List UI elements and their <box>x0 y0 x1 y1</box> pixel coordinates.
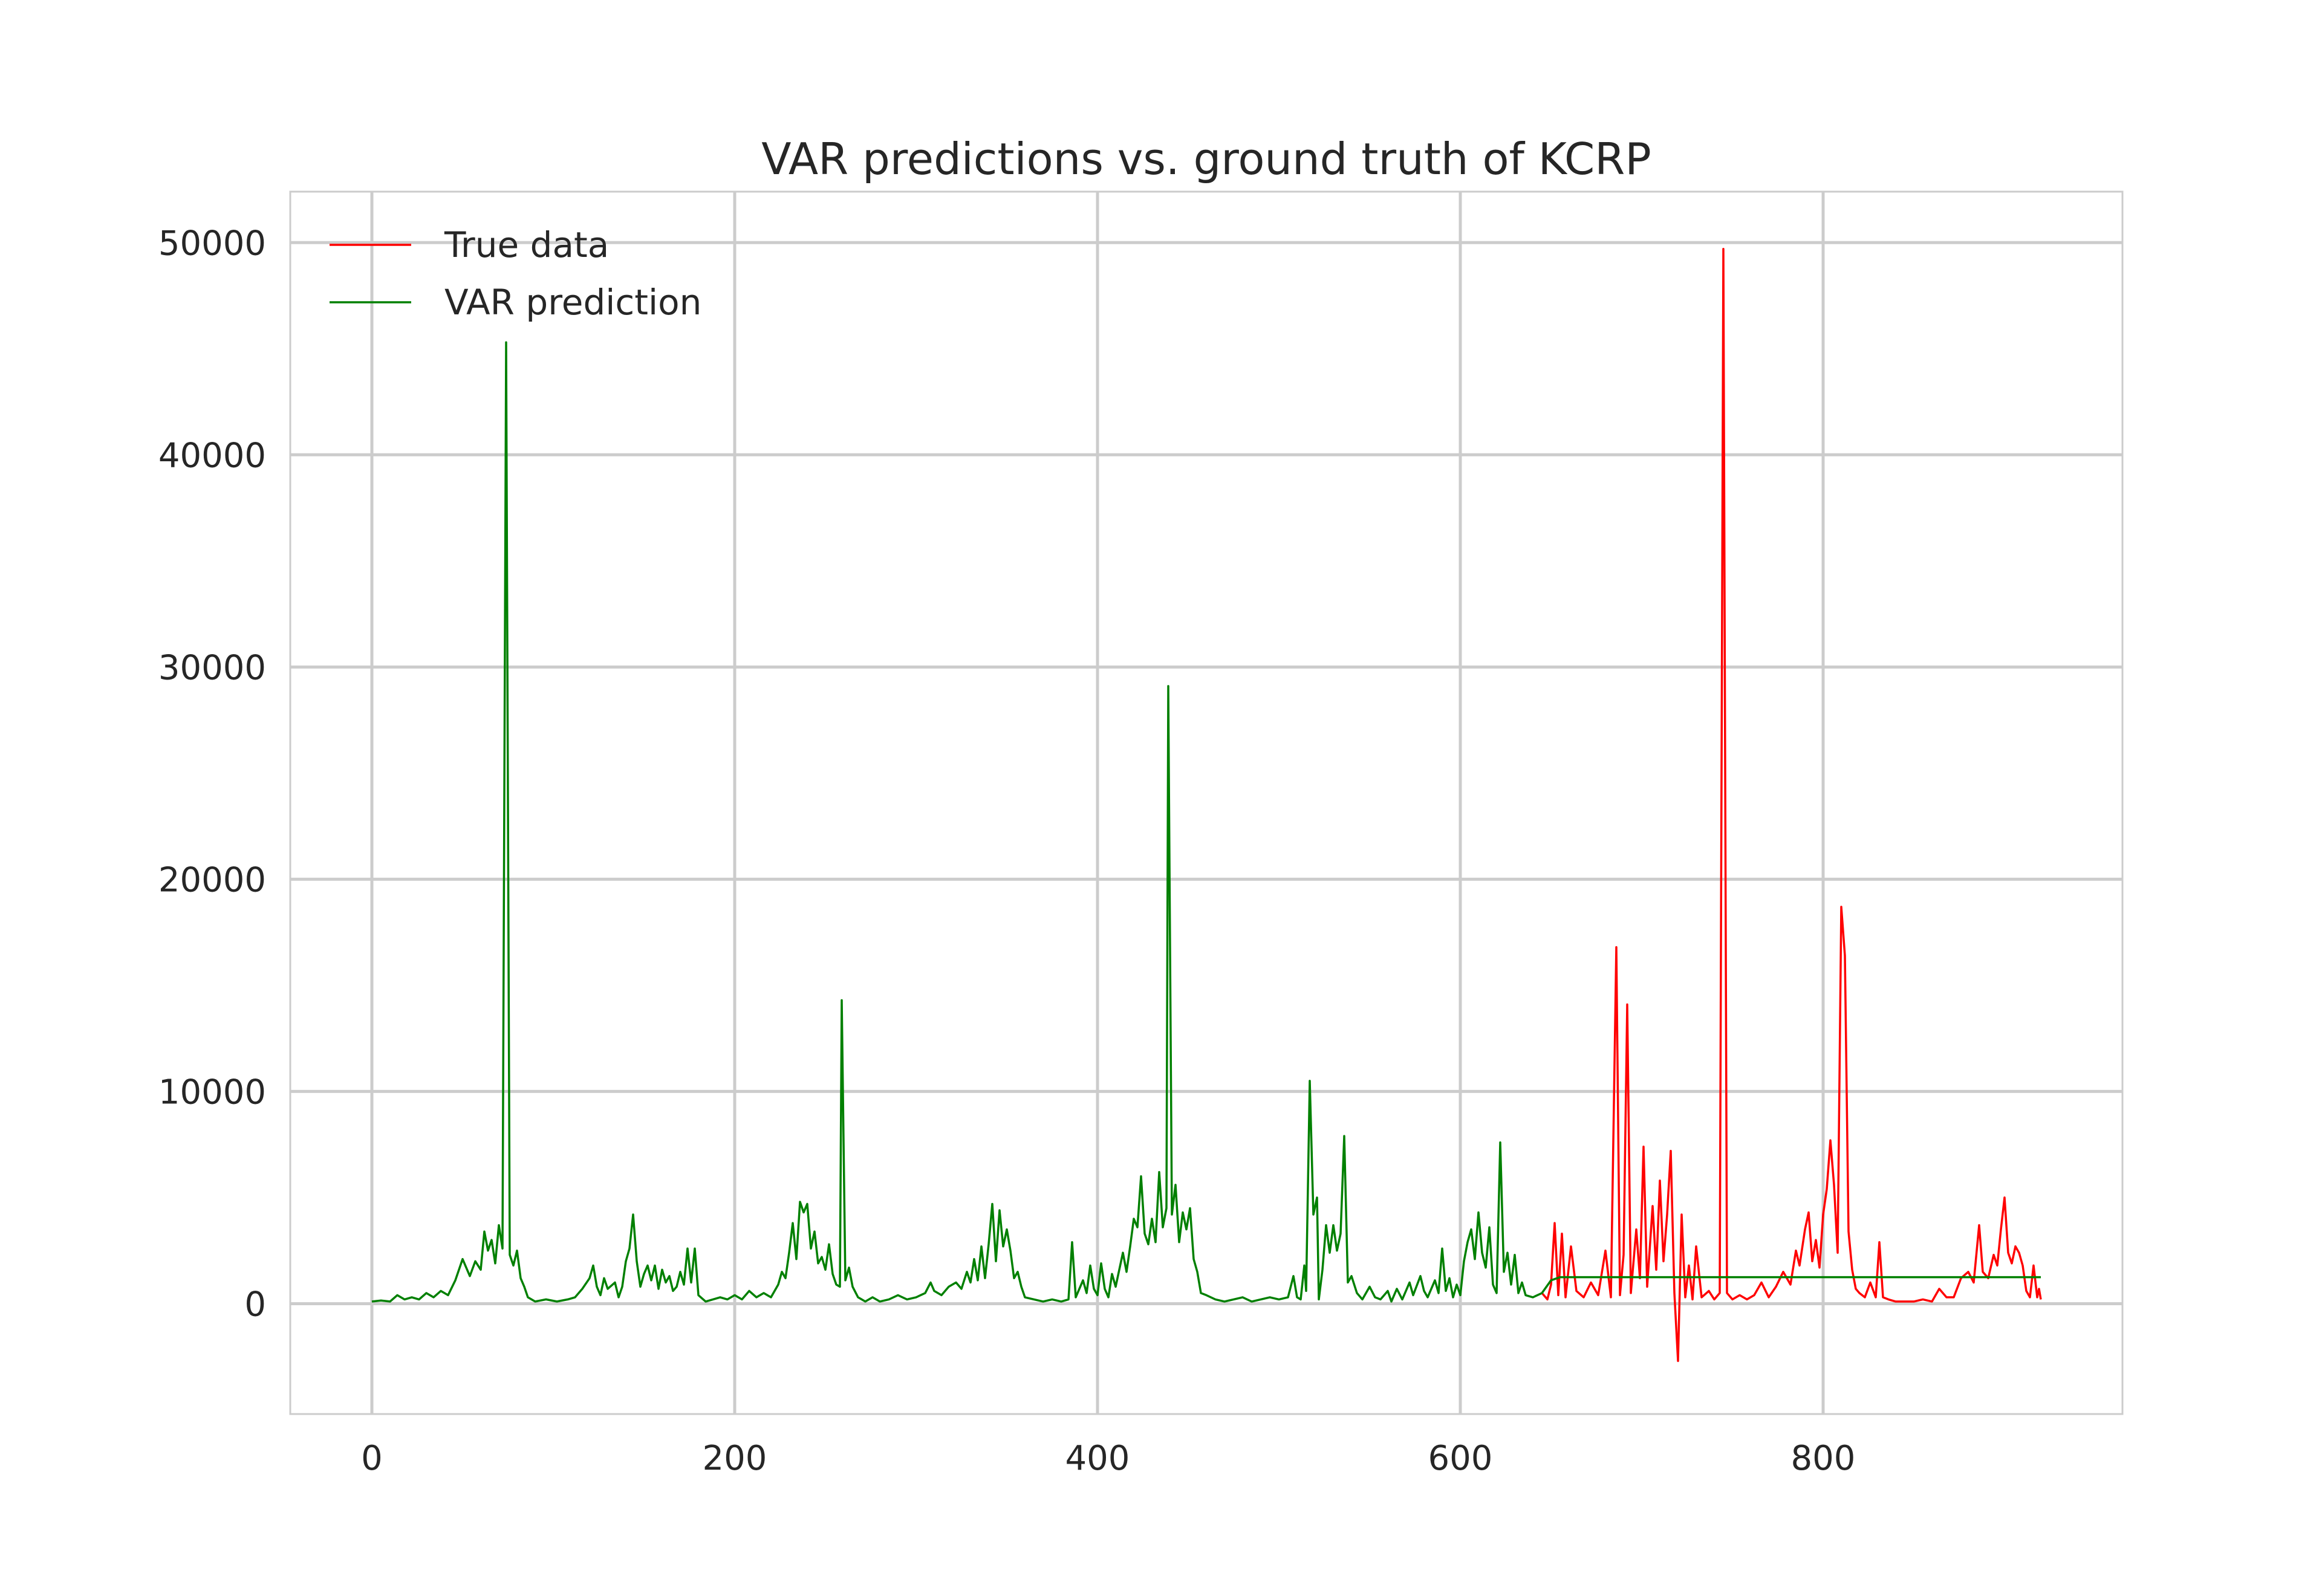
series-line-1 <box>371 341 2041 1303</box>
legend-label-0: True data <box>444 224 609 265</box>
tick-labels: 0 200 400 600 800 0 10000 20000 30000 40000 50000 <box>158 224 1856 1478</box>
x-tick-label: 600 <box>1428 1439 1493 1478</box>
series-line-0 <box>1541 248 2042 1362</box>
x-tick-label: 800 <box>1791 1439 1856 1478</box>
legend: True data VAR prediction <box>330 224 701 323</box>
chart-title: VAR predictions vs. ground truth of KCRP <box>761 134 1651 184</box>
y-tick-label: 10000 <box>158 1072 266 1112</box>
plot-frame <box>289 190 2124 1415</box>
y-tick-label: 0 <box>244 1285 266 1324</box>
y-tick-label: 50000 <box>158 224 266 263</box>
series-layer <box>371 248 2042 1362</box>
x-tick-label: 400 <box>1065 1439 1130 1478</box>
grid <box>290 192 2122 1414</box>
y-tick-label: 20000 <box>158 860 266 900</box>
x-tick-label: 200 <box>703 1439 767 1478</box>
legend-label-1: VAR prediction <box>444 282 701 323</box>
y-tick-label: 40000 <box>158 436 266 475</box>
y-tick-label: 30000 <box>158 648 266 687</box>
x-tick-label: 0 <box>361 1439 383 1478</box>
